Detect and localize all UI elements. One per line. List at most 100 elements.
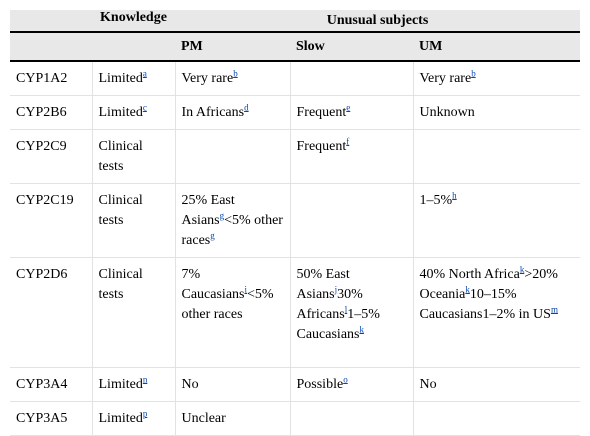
- cell-text: Frequent: [296, 105, 347, 120]
- footnote: h: [452, 190, 457, 200]
- footnote: b: [233, 68, 238, 78]
- footnote-link[interactable]: l: [344, 304, 348, 315]
- cell-text: <5% other races: [181, 287, 274, 322]
- gene-cell: CYP2C19: [10, 183, 93, 258]
- cell-text: Clinical tests: [98, 139, 143, 174]
- footnote: d: [244, 102, 249, 112]
- cell-text: Clinical tests: [98, 193, 143, 228]
- header-cell: [92, 31, 175, 62]
- header-cell: Slow: [290, 31, 413, 62]
- footnote: m: [551, 304, 558, 314]
- cell-text: >20% Oceania: [419, 267, 558, 302]
- footnote-link[interactable]: b: [233, 68, 238, 79]
- footnote-link[interactable]: k: [359, 324, 364, 335]
- footnote-link[interactable]: i: [244, 284, 247, 295]
- footnote: k: [465, 284, 470, 294]
- footnote: e: [346, 102, 350, 112]
- table-cell: Very rareb: [413, 61, 580, 96]
- cell-text: 7% Caucasians: [181, 267, 245, 302]
- gene-cell: CYP1A2: [10, 61, 93, 96]
- cell-text: 30% Africans: [296, 287, 363, 322]
- cell-text: Limited: [98, 377, 143, 392]
- table-row: CYP3A5 Limitedp Unclear: [10, 401, 580, 436]
- footnote: g: [210, 230, 215, 240]
- table-cell: Limitedp: [92, 401, 176, 436]
- cell-text: Limited: [98, 411, 143, 426]
- gene-cell: CYP3A5: [10, 401, 93, 436]
- table-cell: Unclear: [175, 401, 291, 436]
- table-cell: [290, 183, 414, 258]
- table-cell: [175, 129, 291, 184]
- table-cell: [413, 401, 580, 436]
- footnote: k: [359, 324, 364, 334]
- table-row: CYP3A4 Limitedn No Possibleo No: [10, 367, 580, 402]
- table-row: CYP1A2 Limiteda Very rareb Very rareb: [10, 61, 580, 96]
- footnote-link[interactable]: h: [452, 190, 457, 201]
- page: {"header":{"knowledge":"Knowledge","grou…: [10, 10, 580, 436]
- table-cell: Frequentf: [290, 129, 414, 184]
- data-table: Knowledge Unusual subjects PM Slow UM CY…: [10, 10, 580, 436]
- cell-text: 40% North Africa: [419, 267, 520, 282]
- footnote-link[interactable]: m: [550, 304, 558, 315]
- footnote: b: [471, 68, 476, 78]
- table-cell: Limitedc: [92, 95, 176, 130]
- cell-text: 50% East Asians: [296, 267, 350, 302]
- footnote: l: [345, 304, 348, 314]
- table-cell: [290, 61, 414, 96]
- cell-text: Possible: [296, 377, 344, 392]
- table-cell: Limiteda: [92, 61, 176, 96]
- table-cell: No: [175, 367, 291, 402]
- footnote: n: [143, 374, 148, 384]
- table-row: CYP2C19 Clinical tests 25% East Asiansg<5%…: [10, 183, 580, 258]
- table-cell: 25% East Asiansg<5% other racesg: [175, 183, 291, 258]
- table-cell: Clinical tests: [92, 183, 176, 258]
- cell-text: Unclear: [181, 411, 226, 426]
- footnote-link[interactable]: n: [142, 374, 148, 385]
- header-cell: [10, 31, 92, 62]
- table-cell: In Africansd: [175, 95, 291, 130]
- table-row: CYP2C9 Clinical tests Frequentf: [10, 129, 580, 184]
- cell-text: Frequent: [296, 139, 347, 154]
- footnote-link[interactable]: d: [244, 102, 249, 113]
- footnote-link[interactable]: k: [465, 284, 470, 295]
- table-cell: Frequente: [290, 95, 414, 130]
- gene-cell: CYP2C9: [10, 129, 93, 184]
- footnote-link[interactable]: o: [343, 374, 348, 385]
- footnote: c: [143, 102, 147, 112]
- footnote-link[interactable]: f: [346, 136, 350, 147]
- gene-cell: CYP2B6: [10, 95, 93, 130]
- footnote-link[interactable]: j: [334, 284, 338, 295]
- footnote-link[interactable]: p: [142, 408, 148, 419]
- table-cell: [413, 129, 580, 184]
- cell-text: In Africans: [181, 105, 245, 120]
- cell-text: 10–15% Caucasians1–2% in US: [419, 287, 551, 322]
- table-row: CYP2B6 Limitedc In Africansd Frequente Unkno…: [10, 95, 580, 130]
- cell-text: Clinical tests: [98, 267, 143, 302]
- cell-text: Unknown: [419, 105, 475, 120]
- footnote: k: [520, 264, 525, 274]
- footnote-link[interactable]: a: [142, 68, 147, 79]
- table-cell: Limitedn: [92, 367, 176, 402]
- footnote-link[interactable]: k: [519, 264, 525, 275]
- cell-text: Very rare: [419, 71, 472, 86]
- table-cell: 7% Caucasiansi<5% other races: [175, 257, 291, 368]
- cell-text: Limited: [98, 71, 143, 86]
- cell-text: No: [181, 377, 199, 392]
- footnote-link[interactable]: c: [142, 102, 147, 113]
- table-cell: [290, 401, 414, 436]
- footnote-link[interactable]: g: [210, 230, 215, 241]
- footnote: a: [143, 68, 147, 78]
- footnote: g: [220, 210, 225, 220]
- cell-text: No: [419, 377, 437, 392]
- gene-cell: CYP2D6: [10, 257, 93, 368]
- footnote-link[interactable]: e: [346, 102, 351, 113]
- table-cell: Possibleo: [290, 367, 414, 402]
- header-cell: Knowledge: [92, 10, 175, 32]
- table-cell: 1–5%h: [413, 183, 580, 258]
- header-cell: Unusual subjects: [175, 10, 580, 32]
- cell-text: 1–5% Caucasians: [296, 307, 380, 342]
- footnote: f: [346, 136, 349, 146]
- footnote-link[interactable]: g: [219, 210, 225, 221]
- table-row: CYP2D6 Clinical tests 7% Caucasiansi<5% ot…: [10, 257, 580, 368]
- footnote-link[interactable]: b: [471, 68, 476, 79]
